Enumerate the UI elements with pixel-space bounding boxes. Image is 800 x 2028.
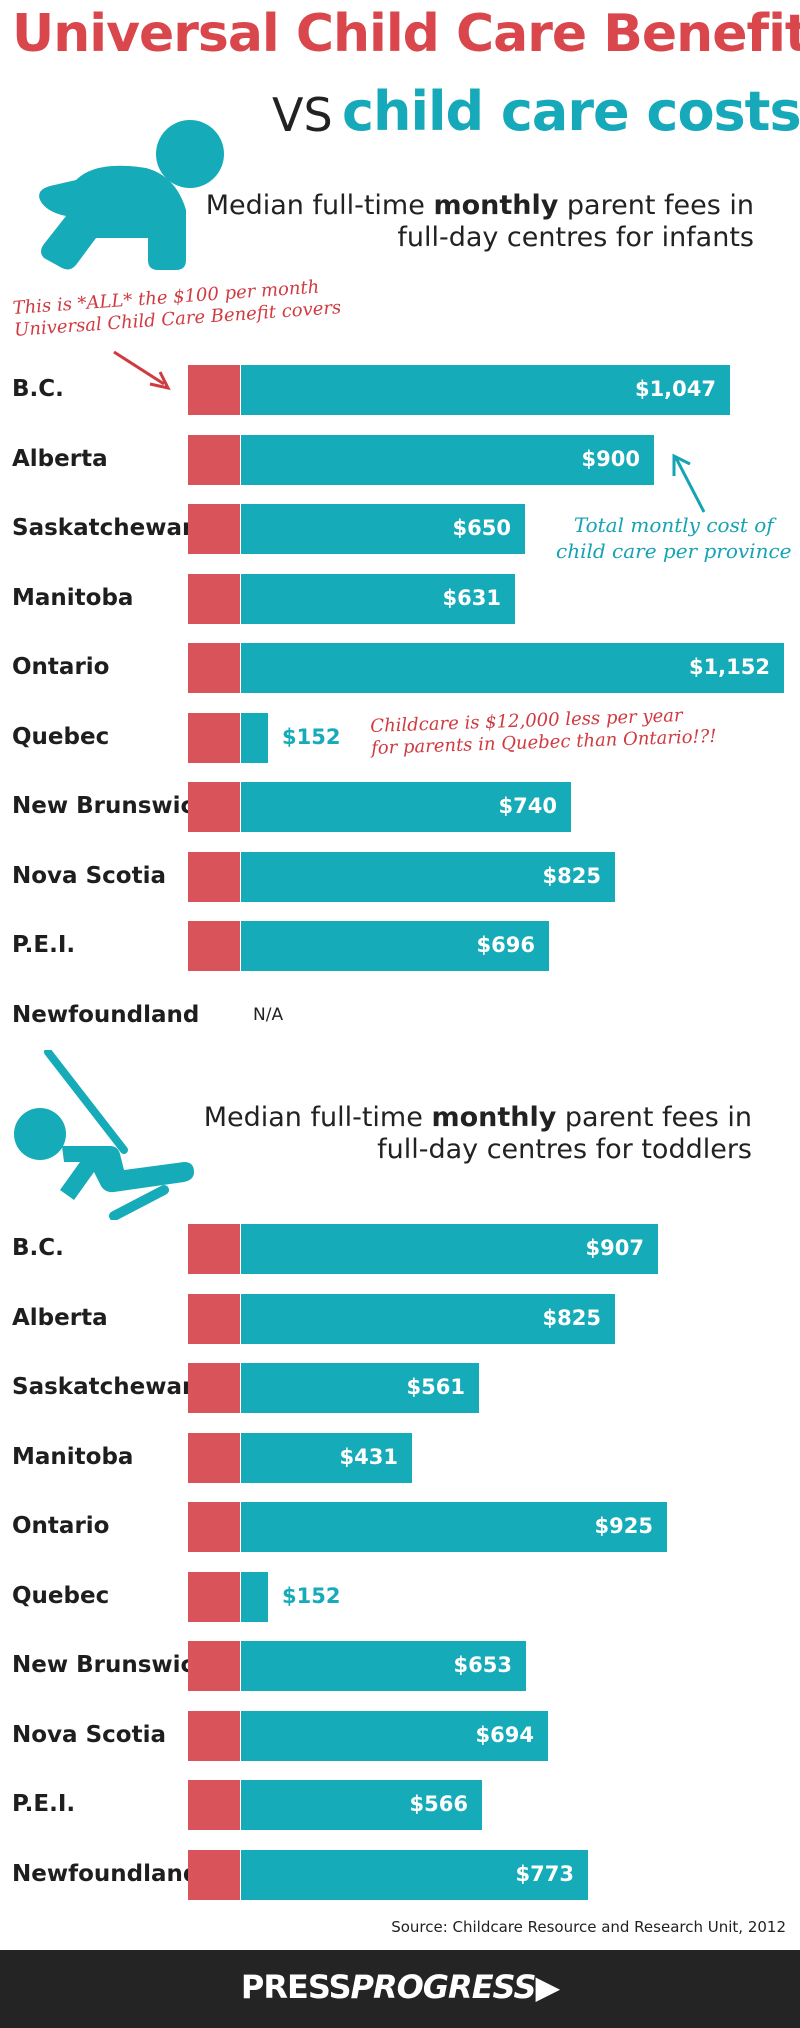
toddler-category-label: Nova Scotia	[12, 1721, 166, 1748]
infant-cost-bar	[241, 712, 268, 763]
toddler-benefit-bar	[188, 1710, 240, 1761]
infant-na-label: N/A	[253, 1004, 284, 1025]
infant-value-label: $152	[282, 724, 341, 749]
toddler-cost-bar	[241, 1710, 548, 1761]
toddler-benefit-bar	[188, 1224, 240, 1274]
infant-value-label: $696	[476, 933, 535, 957]
infant-value-label: $900	[581, 446, 640, 471]
toddler-value-label: $773	[515, 1861, 574, 1886]
infant-cost-bar	[241, 573, 515, 624]
toddler-benefit-bar	[188, 1849, 240, 1900]
infant-value-label: $825	[542, 863, 601, 888]
toddler-cost-bar	[241, 1432, 412, 1483]
toddler-value-label: $152	[282, 1583, 341, 1608]
toddler-category-label: Newfoundland	[12, 1860, 200, 1887]
toddler-cost-bar	[241, 1641, 526, 1691]
infant-category-label: Manitoba	[12, 584, 134, 611]
toddler-value-label: $907	[585, 1236, 644, 1260]
toddler-cost-bar	[241, 1293, 615, 1344]
toddler-chart-title: Median full-time monthly parent fees in …	[203, 1102, 752, 1165]
toddler-benefit-bar	[188, 1502, 240, 1552]
crawling-baby-icon	[39, 120, 224, 270]
infant-benefit-bar	[188, 851, 240, 902]
toddler-category-label: Saskatchewan	[12, 1374, 199, 1400]
infant-category-label: Newfoundland	[12, 1001, 200, 1028]
infant-benefit-bar	[188, 712, 240, 763]
source-note: Source: Childcare Resource and Research …	[391, 1918, 786, 1936]
toddler-value-label: $925	[594, 1514, 653, 1538]
infant-benefit-bar	[188, 921, 240, 971]
infant-value-label: $740	[498, 794, 557, 818]
infant-cost-bar	[241, 782, 571, 832]
toddler-value-label: $431	[339, 1444, 398, 1469]
toddler-benefit-bar	[188, 1363, 240, 1413]
infant-category-label: Saskatchewan	[12, 515, 199, 541]
toddler-cost-bar	[241, 1224, 658, 1274]
toddler-benefit-bar	[188, 1293, 240, 1344]
benefit-annotation: This is *ALL* the $100 per month Univers…	[12, 276, 342, 341]
toddler-cost-bar	[241, 1571, 268, 1622]
infant-cost-bar	[241, 365, 730, 415]
infant-cost-bar	[241, 643, 784, 693]
toddler-value-label: $566	[409, 1792, 468, 1816]
infant-cost-bar	[241, 504, 525, 554]
infant-category-label: New Brunswick	[12, 793, 210, 819]
press-progress-logo[interactable]: PRESSPROGRESS▶	[240, 1968, 561, 2006]
toddler-cost-bar	[241, 1502, 667, 1552]
infant-value-label: $631	[442, 585, 501, 610]
infant-benefit-bar	[188, 782, 240, 832]
infant-benefit-bar	[188, 365, 240, 415]
child-on-swing-icon	[14, 1050, 194, 1220]
subtitle-child-care-costs: child care costs	[342, 80, 800, 143]
infant-cost-bar	[241, 434, 654, 485]
toddler-benefit-bar	[188, 1641, 240, 1691]
toddler-category-label: Ontario	[12, 1513, 110, 1539]
infant-category-label: P.E.I.	[12, 932, 76, 958]
infant-benefit-bar	[188, 434, 240, 485]
toddler-cost-bar	[241, 1780, 482, 1830]
infant-benefit-bar	[188, 504, 240, 554]
play-arrow-icon: ▶	[535, 1968, 561, 2006]
toddler-category-label: B.C.	[12, 1235, 64, 1261]
toddler-benefit-bar	[188, 1571, 240, 1622]
toddler-value-label: $653	[453, 1653, 512, 1677]
footer-bar: PRESSPROGRESS▶	[0, 1950, 800, 2028]
quebec-annotation: Childcare is $12,000 less per year for p…	[370, 705, 717, 759]
benefit-arrow-icon	[113, 350, 171, 391]
toddler-value-label: $825	[542, 1305, 601, 1330]
total-cost-arrow-icon	[672, 453, 706, 513]
infant-category-label: Ontario	[12, 654, 110, 680]
main-title: Universal Child Care Benefit	[12, 4, 800, 64]
toddler-value-label: $694	[475, 1722, 534, 1747]
toddler-category-label: New Brunswick	[12, 1652, 210, 1678]
toddler-cost-bar	[241, 1849, 588, 1900]
toddler-cost-bar	[241, 1363, 479, 1413]
toddler-category-label: Manitoba	[12, 1443, 134, 1470]
infant-value-label: $1,152	[688, 655, 770, 679]
infant-value-label: $650	[452, 516, 511, 540]
toddler-benefit-bar	[188, 1780, 240, 1830]
toddler-category-label: P.E.I.	[12, 1791, 76, 1817]
title-vs: VS	[272, 88, 333, 142]
toddler-benefit-bar	[188, 1432, 240, 1483]
infant-benefit-bar	[188, 573, 240, 624]
infant-cost-bar	[241, 921, 549, 971]
infant-benefit-bar	[188, 643, 240, 693]
infant-category-label: Quebec	[12, 723, 110, 750]
toddler-category-label: Quebec	[12, 1582, 110, 1609]
toddler-category-label: Alberta	[12, 1304, 108, 1331]
infant-category-label: Nova Scotia	[12, 862, 166, 889]
infant-value-label: $1,047	[634, 377, 716, 401]
infant-category-label: Alberta	[12, 445, 108, 472]
infant-chart-title: Median full-time monthly parent fees in …	[205, 190, 754, 253]
toddler-value-label: $561	[406, 1375, 465, 1399]
infant-category-label: B.C.	[12, 376, 64, 402]
total-cost-annotation: Total montly cost of child care per prov…	[556, 513, 792, 563]
infant-cost-bar	[241, 851, 615, 902]
